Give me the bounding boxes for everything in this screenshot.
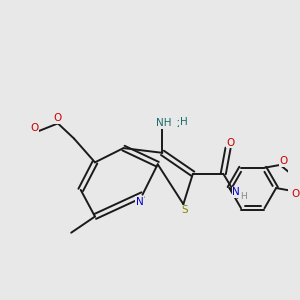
- Text: O: O: [279, 157, 288, 166]
- Text: S: S: [182, 206, 188, 215]
- Text: O: O: [31, 123, 39, 133]
- Text: 2: 2: [176, 120, 182, 129]
- Text: O: O: [227, 138, 235, 148]
- Text: O: O: [54, 113, 62, 123]
- Text: N: N: [232, 188, 240, 197]
- Text: O: O: [291, 189, 299, 199]
- Text: NH: NH: [156, 118, 172, 128]
- Text: N: N: [136, 197, 143, 207]
- Text: H: H: [180, 117, 188, 128]
- Text: H: H: [240, 192, 247, 201]
